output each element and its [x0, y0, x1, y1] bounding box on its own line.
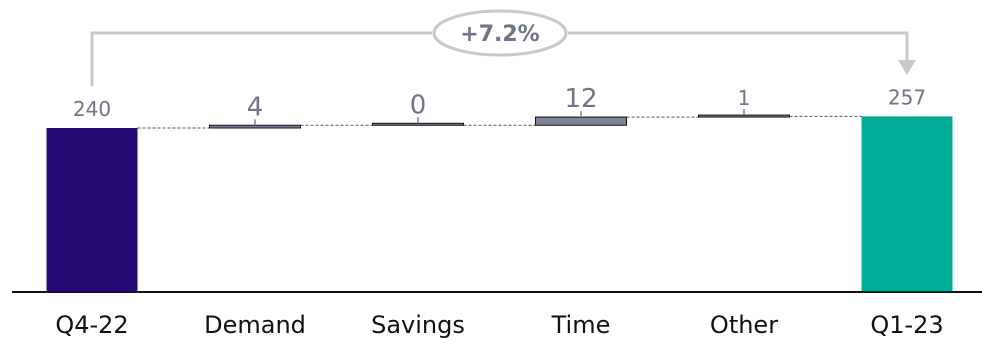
value-label-savings: 0 [410, 90, 427, 120]
value-label-q4-22: 240 [73, 97, 111, 121]
bar-q1-23 [861, 116, 953, 292]
bar-q4-22 [46, 128, 138, 292]
category-labels: Q4-22 Demand Savings Time Other Q1-23 [55, 311, 943, 339]
bar-other [698, 114, 790, 118]
change-indicator: +7.2% [90, 9, 916, 86]
bar-savings [372, 122, 464, 126]
value-labels: 240 4 0 12 1 257 [73, 84, 926, 122]
value-label-demand: 4 [247, 92, 264, 122]
value-label-q1-23: 257 [888, 85, 926, 109]
value-label-time: 12 [564, 84, 597, 114]
connector-lines [137, 115, 862, 129]
change-badge [432, 9, 568, 57]
bar-demand [209, 124, 301, 129]
bars-group [46, 109, 953, 292]
change-arrow-icon [898, 60, 916, 75]
change-percent-label: +7.2% [460, 22, 539, 47]
change-bracket [90, 31, 909, 86]
category-label-q4-22: Q4-22 [55, 311, 128, 339]
category-label-other: Other [710, 311, 778, 339]
category-label-q1-23: Q1-23 [870, 311, 943, 339]
category-label-time: Time [551, 311, 611, 339]
category-label-savings: Savings [371, 311, 465, 339]
category-label-demand: Demand [204, 311, 306, 339]
value-label-other: 1 [738, 86, 751, 110]
bar-time [535, 116, 627, 126]
